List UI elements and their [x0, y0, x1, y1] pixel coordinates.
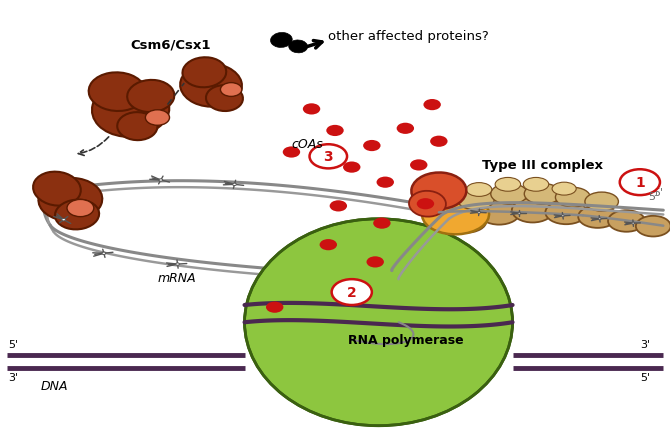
- Circle shape: [67, 200, 94, 217]
- Circle shape: [377, 177, 394, 188]
- Text: Type III complex: Type III complex: [482, 159, 603, 172]
- Ellipse shape: [552, 183, 576, 196]
- Ellipse shape: [38, 178, 103, 221]
- Ellipse shape: [445, 210, 486, 233]
- Circle shape: [417, 199, 434, 210]
- Circle shape: [102, 252, 106, 255]
- Circle shape: [332, 280, 372, 305]
- Ellipse shape: [245, 219, 513, 426]
- Circle shape: [518, 213, 521, 215]
- Circle shape: [363, 141, 381, 152]
- Ellipse shape: [271, 34, 292, 48]
- Circle shape: [632, 223, 634, 224]
- Circle shape: [620, 170, 660, 196]
- Ellipse shape: [578, 206, 617, 228]
- Ellipse shape: [127, 81, 174, 113]
- Circle shape: [320, 240, 337, 251]
- Ellipse shape: [289, 41, 308, 54]
- Text: 5': 5': [649, 192, 659, 202]
- Ellipse shape: [545, 201, 587, 224]
- Text: 3': 3': [640, 339, 650, 349]
- Circle shape: [303, 104, 320, 115]
- Ellipse shape: [636, 216, 670, 237]
- Circle shape: [430, 136, 448, 147]
- Text: 1: 1: [635, 176, 645, 190]
- Ellipse shape: [490, 184, 528, 205]
- Circle shape: [561, 215, 564, 217]
- Ellipse shape: [495, 178, 521, 192]
- Ellipse shape: [478, 200, 520, 225]
- Ellipse shape: [422, 195, 489, 235]
- Circle shape: [220, 83, 242, 97]
- Text: 5': 5': [640, 372, 650, 382]
- Ellipse shape: [182, 58, 226, 88]
- Ellipse shape: [512, 199, 553, 223]
- Circle shape: [353, 287, 371, 298]
- Circle shape: [159, 179, 163, 182]
- Ellipse shape: [206, 86, 243, 112]
- Circle shape: [266, 302, 283, 313]
- Text: other affected proteins?: other affected proteins?: [328, 30, 489, 43]
- Circle shape: [423, 100, 441, 111]
- Circle shape: [397, 123, 414, 135]
- Circle shape: [343, 162, 360, 173]
- Circle shape: [62, 219, 66, 221]
- Circle shape: [326, 126, 344, 137]
- Ellipse shape: [523, 178, 549, 192]
- Circle shape: [232, 184, 237, 186]
- Text: 5': 5': [653, 187, 663, 198]
- Text: Csm6/Csx1: Csm6/Csx1: [131, 39, 211, 52]
- Ellipse shape: [525, 184, 561, 205]
- Ellipse shape: [457, 190, 494, 210]
- Text: 3': 3': [8, 372, 18, 382]
- Ellipse shape: [411, 173, 466, 209]
- Text: DNA: DNA: [40, 379, 68, 392]
- Ellipse shape: [55, 200, 99, 230]
- Ellipse shape: [466, 183, 492, 197]
- Ellipse shape: [555, 188, 590, 208]
- Circle shape: [310, 145, 347, 169]
- Text: cOAs: cOAs: [291, 138, 323, 150]
- Text: RNA polymerase: RNA polymerase: [348, 333, 463, 346]
- Circle shape: [145, 111, 170, 126]
- Circle shape: [373, 218, 391, 229]
- Circle shape: [176, 263, 180, 266]
- Ellipse shape: [608, 211, 645, 232]
- Ellipse shape: [409, 191, 446, 217]
- Ellipse shape: [585, 193, 618, 212]
- Text: 5': 5': [8, 339, 18, 349]
- Text: 2: 2: [347, 286, 356, 299]
- Circle shape: [478, 212, 480, 214]
- Ellipse shape: [251, 233, 506, 378]
- Circle shape: [366, 257, 384, 268]
- Circle shape: [283, 147, 300, 158]
- Circle shape: [410, 160, 427, 171]
- Ellipse shape: [92, 82, 170, 138]
- Ellipse shape: [180, 64, 242, 108]
- Ellipse shape: [88, 73, 146, 112]
- Ellipse shape: [117, 113, 157, 141]
- Circle shape: [598, 218, 601, 220]
- Text: mRNA: mRNA: [157, 272, 196, 285]
- Text: 3: 3: [324, 150, 333, 164]
- Circle shape: [330, 201, 347, 212]
- Ellipse shape: [33, 172, 81, 206]
